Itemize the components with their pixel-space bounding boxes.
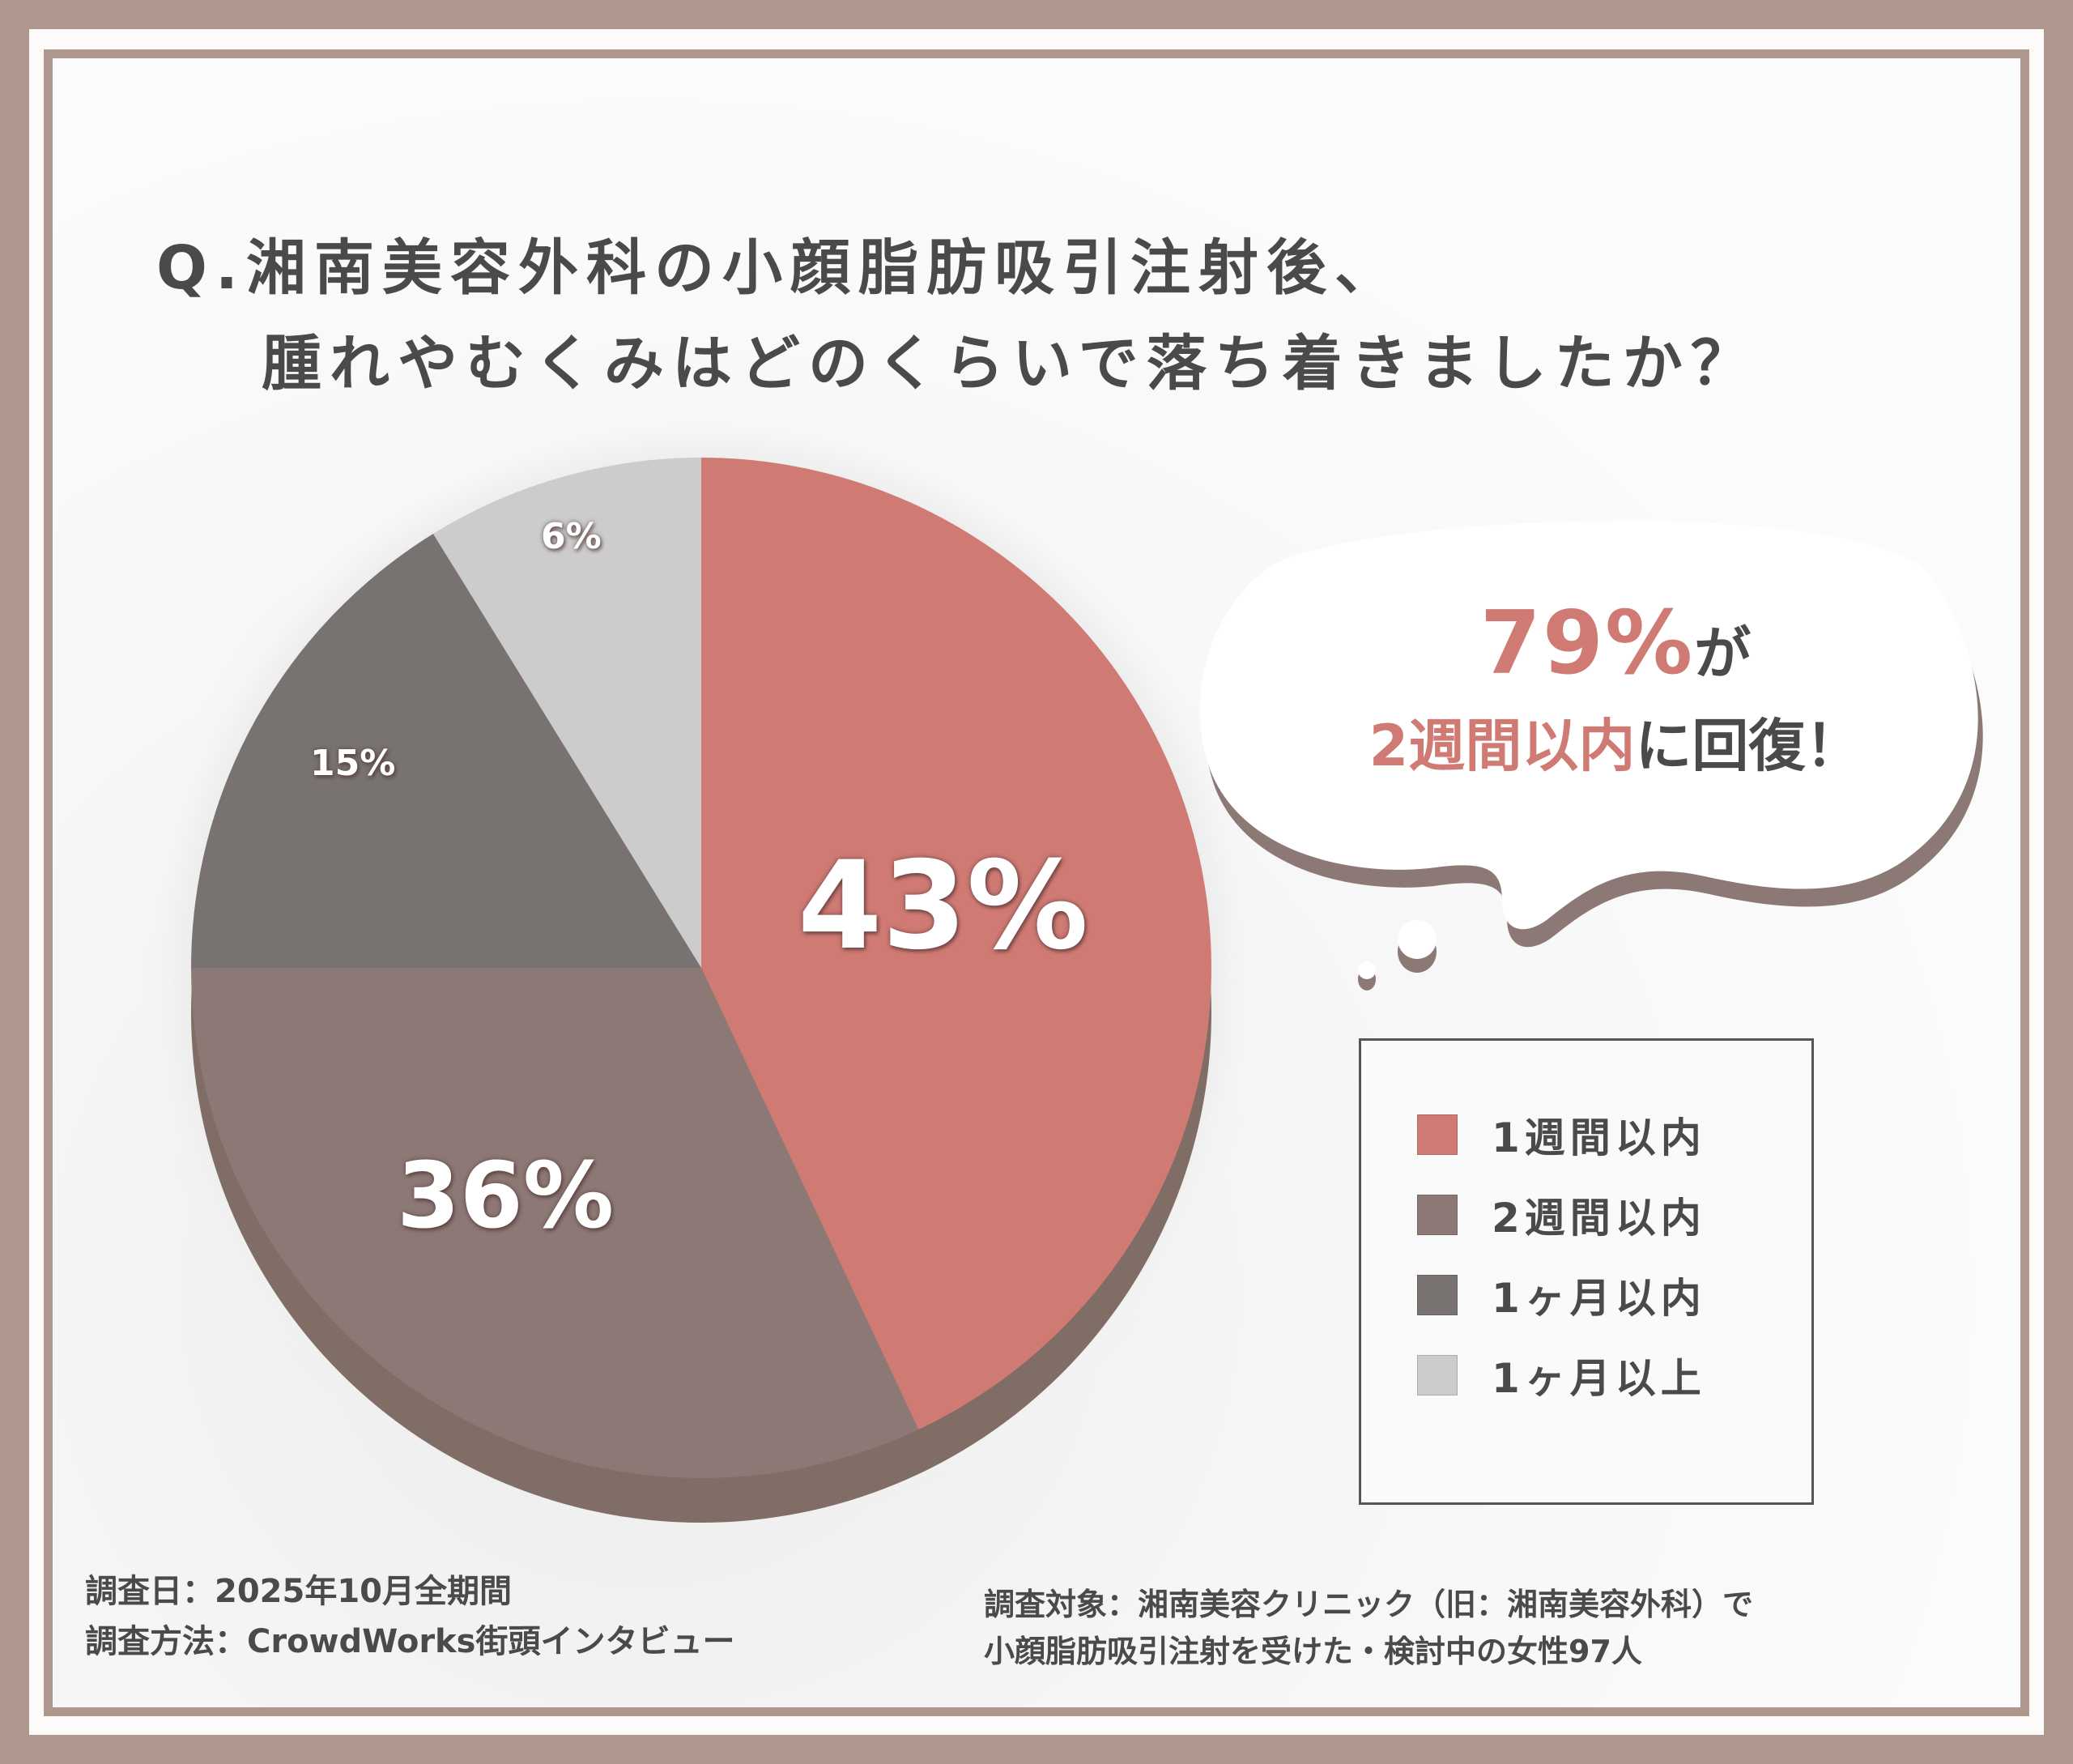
pie-slice-1week [701,458,1211,1430]
callout-percentage: 79% [1479,593,1695,694]
legend-item-2weeks: 2週間以内 [1417,1186,1706,1244]
pie-slice-2weeks [191,968,919,1478]
legend-label: 1週間以内 [1492,1114,1706,1161]
callout-accent: 2週間以内 [1369,713,1636,779]
infographic-canvas: Q.湘南美容外科の小顔脂肪吸引注射後、 腫れやむくみはどのくらいで落ち着きました… [53,58,2020,1707]
title-line-1: Q.湘南美容外科の小顔脂肪吸引注射後、 [156,233,1403,303]
legend-item-over-1month: 1ヶ月以上 [1417,1346,1706,1404]
legend-swatch-2weeks [1417,1195,1458,1235]
pie-label-over-1month: 6% [541,516,602,557]
legend-swatch-1month [1417,1275,1458,1315]
callout-line-2: 2週間以内に回復！ [1235,701,1996,782]
legend-label: 1ヶ月以内 [1492,1275,1706,1322]
pie-label-2weeks: 36% [397,1144,615,1249]
callout-particle: が [1694,620,1752,687]
pie-slice-1month [191,534,701,968]
question-title: Q.湘南美容外科の小顔脂肪吸引注射後、 腫れやむくみはどのくらいで落ち着きました… [156,220,1759,411]
title-line-2: 腫れやむくみはどのくらいで落ち着きましたか？ [262,329,1759,398]
speech-bubble [1199,521,1978,930]
survey-target-line-1: 調査対象：湘南美容クリニック（旧：湘南美容外科）で [984,1587,1754,1622]
survey-date: 調査日：2025年10月全期間 [85,1573,512,1610]
pie-label-1month: 15% [310,743,396,784]
thought-dot-large [1398,920,1437,959]
pie-slice-over-1month [433,458,701,968]
chart-legend: 1週間以内 2週間以内 1ヶ月以内 1ヶ月以上 [1359,1038,1814,1505]
survey-method: 調査方法：CrowdWorks街頭インタビュー [85,1623,735,1660]
thought-dot-small [1358,961,1376,979]
survey-target-line-2: 小顔脂肪吸引注射を受けた・検討中の女性97人 [984,1634,1642,1669]
callout-tail: に回復！ [1635,713,1862,779]
legend-swatch-over-1month [1417,1355,1458,1395]
pie-label-1week: 43% [798,836,1089,977]
legend-label: 2週間以内 [1492,1195,1706,1242]
legend-item-1month: 1ヶ月以内 [1417,1266,1706,1324]
callout-text: 79%が 2週間以内に回復！ [1235,593,1996,782]
survey-info-right: 調査対象：湘南美容クリニック（旧：湘南美容外科）で 小顔脂肪吸引注射を受けた・検… [984,1581,1753,1675]
legend-label: 1ヶ月以上 [1492,1355,1706,1402]
survey-info-left: 調査日：2025年10月全期間 調査方法：CrowdWorks街頭インタビュー [85,1566,734,1667]
legend-swatch-1week [1417,1114,1458,1155]
legend-item-1week: 1週間以内 [1417,1106,1706,1164]
pie-chart [175,441,1983,1523]
